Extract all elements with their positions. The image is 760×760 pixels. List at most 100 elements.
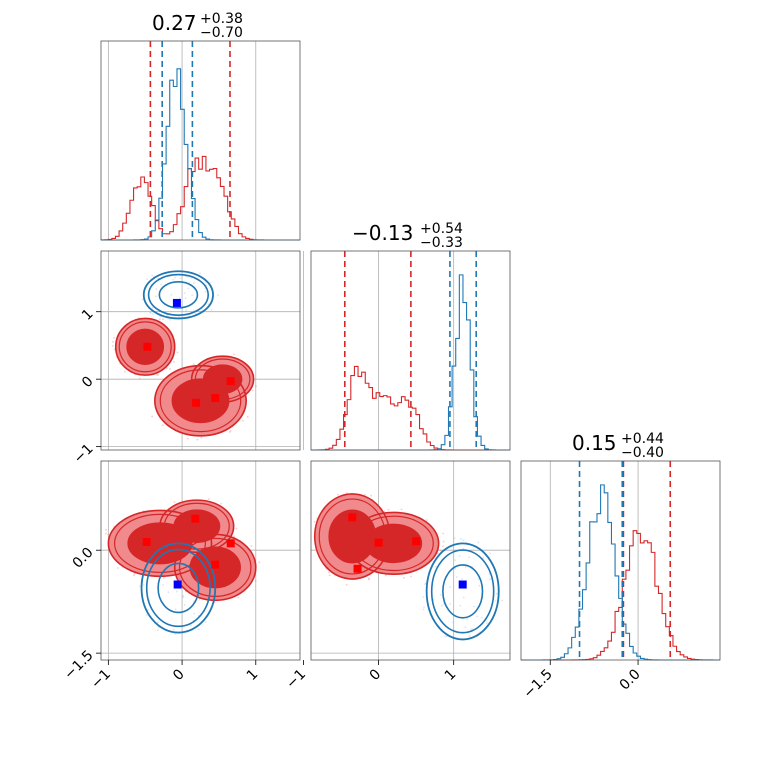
panel-frame xyxy=(310,460,511,661)
contour-red-inner xyxy=(173,509,221,543)
panel-content xyxy=(311,461,510,660)
sample-point xyxy=(182,596,185,599)
marker-red xyxy=(191,514,200,523)
sample-point xyxy=(184,297,187,300)
sample-point xyxy=(151,313,154,315)
sample-point xyxy=(494,600,497,602)
y-tick-label: 1 xyxy=(79,306,97,324)
title-1-value: −0.13 xyxy=(352,221,413,245)
sample-point xyxy=(107,533,110,536)
contour-red-outer-line xyxy=(114,317,176,376)
sample-point xyxy=(400,508,403,511)
sample-point xyxy=(237,596,240,599)
panel-frame xyxy=(520,460,721,661)
sample-point xyxy=(476,615,479,618)
sample-point xyxy=(328,571,330,574)
marker-blue xyxy=(173,580,182,589)
sample-point xyxy=(488,573,491,575)
sample-point xyxy=(191,294,194,297)
sample-point xyxy=(468,556,471,559)
sample-point xyxy=(454,559,457,561)
marker-blue xyxy=(458,580,467,589)
panel-content xyxy=(101,251,300,450)
sample-point xyxy=(442,540,445,543)
sample-point xyxy=(328,574,331,577)
marker-red xyxy=(353,564,362,573)
title-0-minus: −0.70 xyxy=(200,25,243,41)
sample-point xyxy=(156,373,159,376)
marker-red xyxy=(192,398,201,407)
y-tick-label: 0 xyxy=(79,374,97,392)
sample-point xyxy=(217,294,220,297)
title-0-plus: +0.38 xyxy=(200,11,243,27)
sample-point xyxy=(480,616,483,619)
sample-point xyxy=(383,510,386,513)
sample-point xyxy=(464,626,467,629)
sample-point xyxy=(165,367,168,370)
sample-point xyxy=(387,508,390,511)
sample-point xyxy=(175,590,178,593)
panels-layer: −1.5 0.0−101−1.50.0−1 0 1 −1 0 1 xyxy=(61,40,721,702)
x-tick-label: 0 xyxy=(367,666,385,684)
sample-point xyxy=(485,622,488,625)
sample-point xyxy=(156,629,159,631)
title-param-1: −0.13 +0.54 −0.33 xyxy=(352,221,463,251)
sample-point xyxy=(162,318,164,321)
sample-point xyxy=(155,288,158,290)
sample-point xyxy=(462,547,465,550)
sample-point xyxy=(151,306,154,309)
sample-point xyxy=(116,567,119,569)
sample-point xyxy=(250,545,253,547)
contour-red-outer-line xyxy=(154,364,247,437)
x-tick-label: 1 xyxy=(244,666,262,684)
sample-point xyxy=(228,431,231,433)
histogram-blue-series xyxy=(101,68,300,241)
sample-point xyxy=(193,282,195,284)
sample-point xyxy=(444,635,447,638)
contour-red-mid-line xyxy=(118,321,172,373)
panel-frame xyxy=(310,250,511,451)
marker-red xyxy=(226,539,235,548)
sample-point xyxy=(345,583,348,586)
marker-red xyxy=(211,394,220,403)
sample-point xyxy=(112,340,114,343)
sample-point xyxy=(133,572,136,575)
sample-point xyxy=(229,430,232,432)
contour-blue-outer xyxy=(142,270,214,320)
contour-blue-outer xyxy=(140,542,217,634)
scatter-panel-p1-vs-p2: −1 0 1 xyxy=(283,460,511,692)
panel-frame xyxy=(100,250,301,451)
sample-point xyxy=(204,290,207,293)
sample-point xyxy=(471,628,474,630)
title-1-minus: −0.33 xyxy=(420,235,463,251)
contour-red-mid-line xyxy=(113,513,206,573)
sample-point xyxy=(141,298,144,301)
sample-point xyxy=(162,584,165,586)
sample-point xyxy=(183,292,186,295)
sample-point xyxy=(179,277,182,280)
scatter-panel-p0-vs-p2: −1.50.0−1 0 1 xyxy=(61,460,301,692)
sample-point xyxy=(200,436,203,439)
sample-point xyxy=(190,277,192,279)
marker-red xyxy=(348,513,357,522)
sample-point xyxy=(196,438,199,441)
sample-point xyxy=(233,353,236,356)
sample-point xyxy=(154,295,157,298)
sample-point xyxy=(501,599,504,602)
sample-point xyxy=(186,437,189,440)
sample-point xyxy=(472,605,475,608)
contour-blue-inner xyxy=(442,564,484,619)
panel-frame xyxy=(100,460,301,661)
sample-point xyxy=(242,420,244,422)
sample-point xyxy=(254,580,257,582)
title-0-value: 0.27 xyxy=(152,11,197,35)
sample-point xyxy=(173,501,176,504)
sample-point xyxy=(495,592,498,595)
sample-point xyxy=(170,293,173,296)
sample-point xyxy=(220,502,222,505)
sample-point xyxy=(454,568,457,570)
sample-point xyxy=(160,283,162,286)
sample-point xyxy=(113,336,115,339)
sample-point xyxy=(461,578,463,580)
sample-point xyxy=(105,532,107,535)
